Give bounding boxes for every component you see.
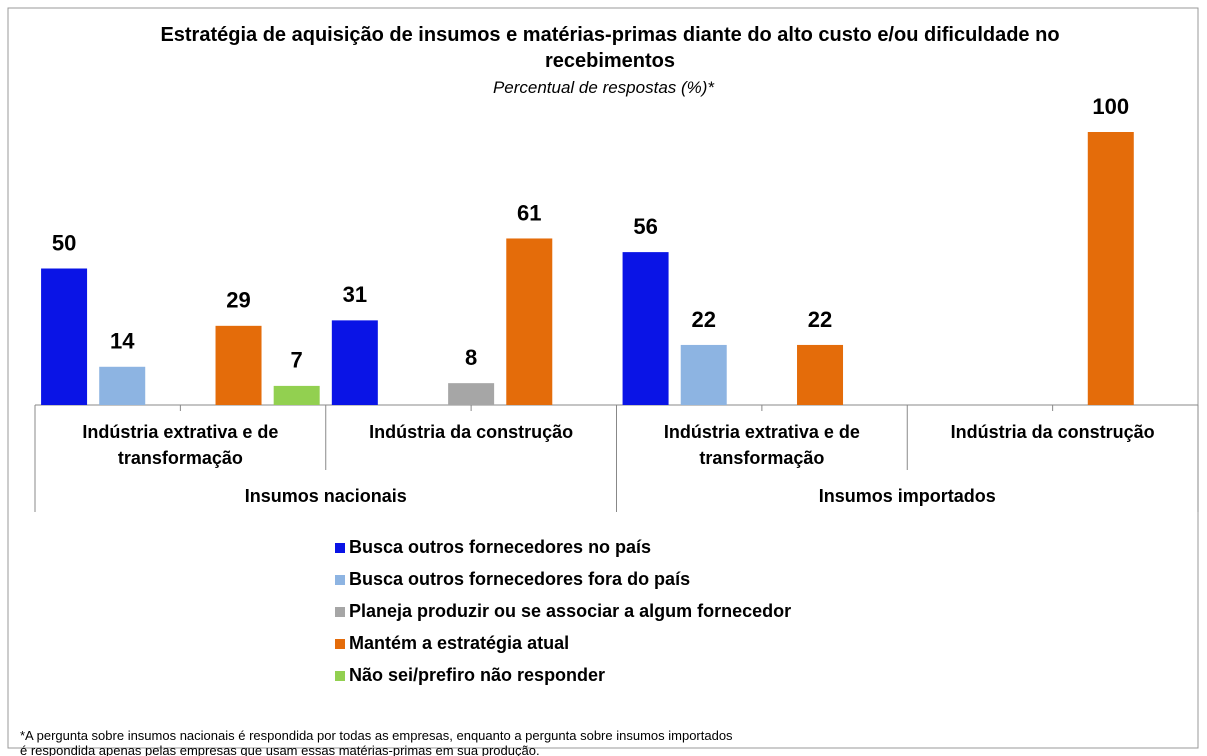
legend-label: Mantém a estratégia atual bbox=[349, 633, 569, 653]
x-tick-label: Indústria da construção bbox=[369, 422, 574, 442]
legend-label: Não sei/prefiro não responder bbox=[349, 665, 605, 685]
data-label: 56 bbox=[633, 214, 657, 239]
data-label: 22 bbox=[808, 307, 832, 332]
bar bbox=[41, 268, 88, 405]
data-label: 100 bbox=[1092, 94, 1129, 119]
legend-swatch bbox=[335, 639, 345, 649]
bar bbox=[1087, 132, 1134, 405]
data-label: 8 bbox=[465, 345, 477, 370]
bar bbox=[99, 366, 146, 405]
group-label: Insumos nacionais bbox=[244, 486, 407, 506]
bar bbox=[215, 325, 262, 405]
bar bbox=[506, 238, 553, 405]
group-label: Insumos importados bbox=[818, 486, 996, 506]
x-tick-label: Indústria extrativa e de transformação bbox=[663, 422, 860, 468]
legend-swatch bbox=[335, 671, 345, 681]
x-tick-label: Indústria extrativa e de transformação bbox=[82, 422, 279, 468]
data-label: 31 bbox=[343, 282, 367, 307]
legend-label: Busca outros fornecedores no país bbox=[349, 537, 651, 557]
legend-swatch bbox=[335, 607, 345, 617]
bar bbox=[622, 252, 669, 405]
bar bbox=[680, 344, 727, 405]
bar bbox=[797, 344, 844, 405]
legend-label: Planeja produzir ou se associar a algum … bbox=[349, 601, 791, 621]
bar bbox=[448, 383, 495, 405]
chart-title: Estratégia de aquisição de insumos e mat… bbox=[160, 24, 1060, 72]
frame bbox=[7, 7, 1199, 749]
data-label: 22 bbox=[691, 307, 715, 332]
data-label: 61 bbox=[517, 200, 541, 225]
legend-swatch bbox=[335, 543, 345, 553]
data-label: 50 bbox=[52, 230, 76, 255]
data-label: 29 bbox=[226, 288, 250, 313]
data-label: 7 bbox=[291, 348, 303, 373]
data-label: 14 bbox=[110, 329, 135, 354]
legend-swatch bbox=[335, 575, 345, 585]
bar bbox=[273, 385, 320, 405]
bar bbox=[331, 320, 378, 405]
chart-subtitle: Percentual de respostas (%)* bbox=[492, 78, 715, 97]
legend-label: Busca outros fornecedores fora do país bbox=[349, 569, 690, 589]
x-tick-label: Indústria da construção bbox=[950, 422, 1155, 442]
footnote: *A pergunta sobre insumos nacionais é re… bbox=[20, 728, 733, 756]
